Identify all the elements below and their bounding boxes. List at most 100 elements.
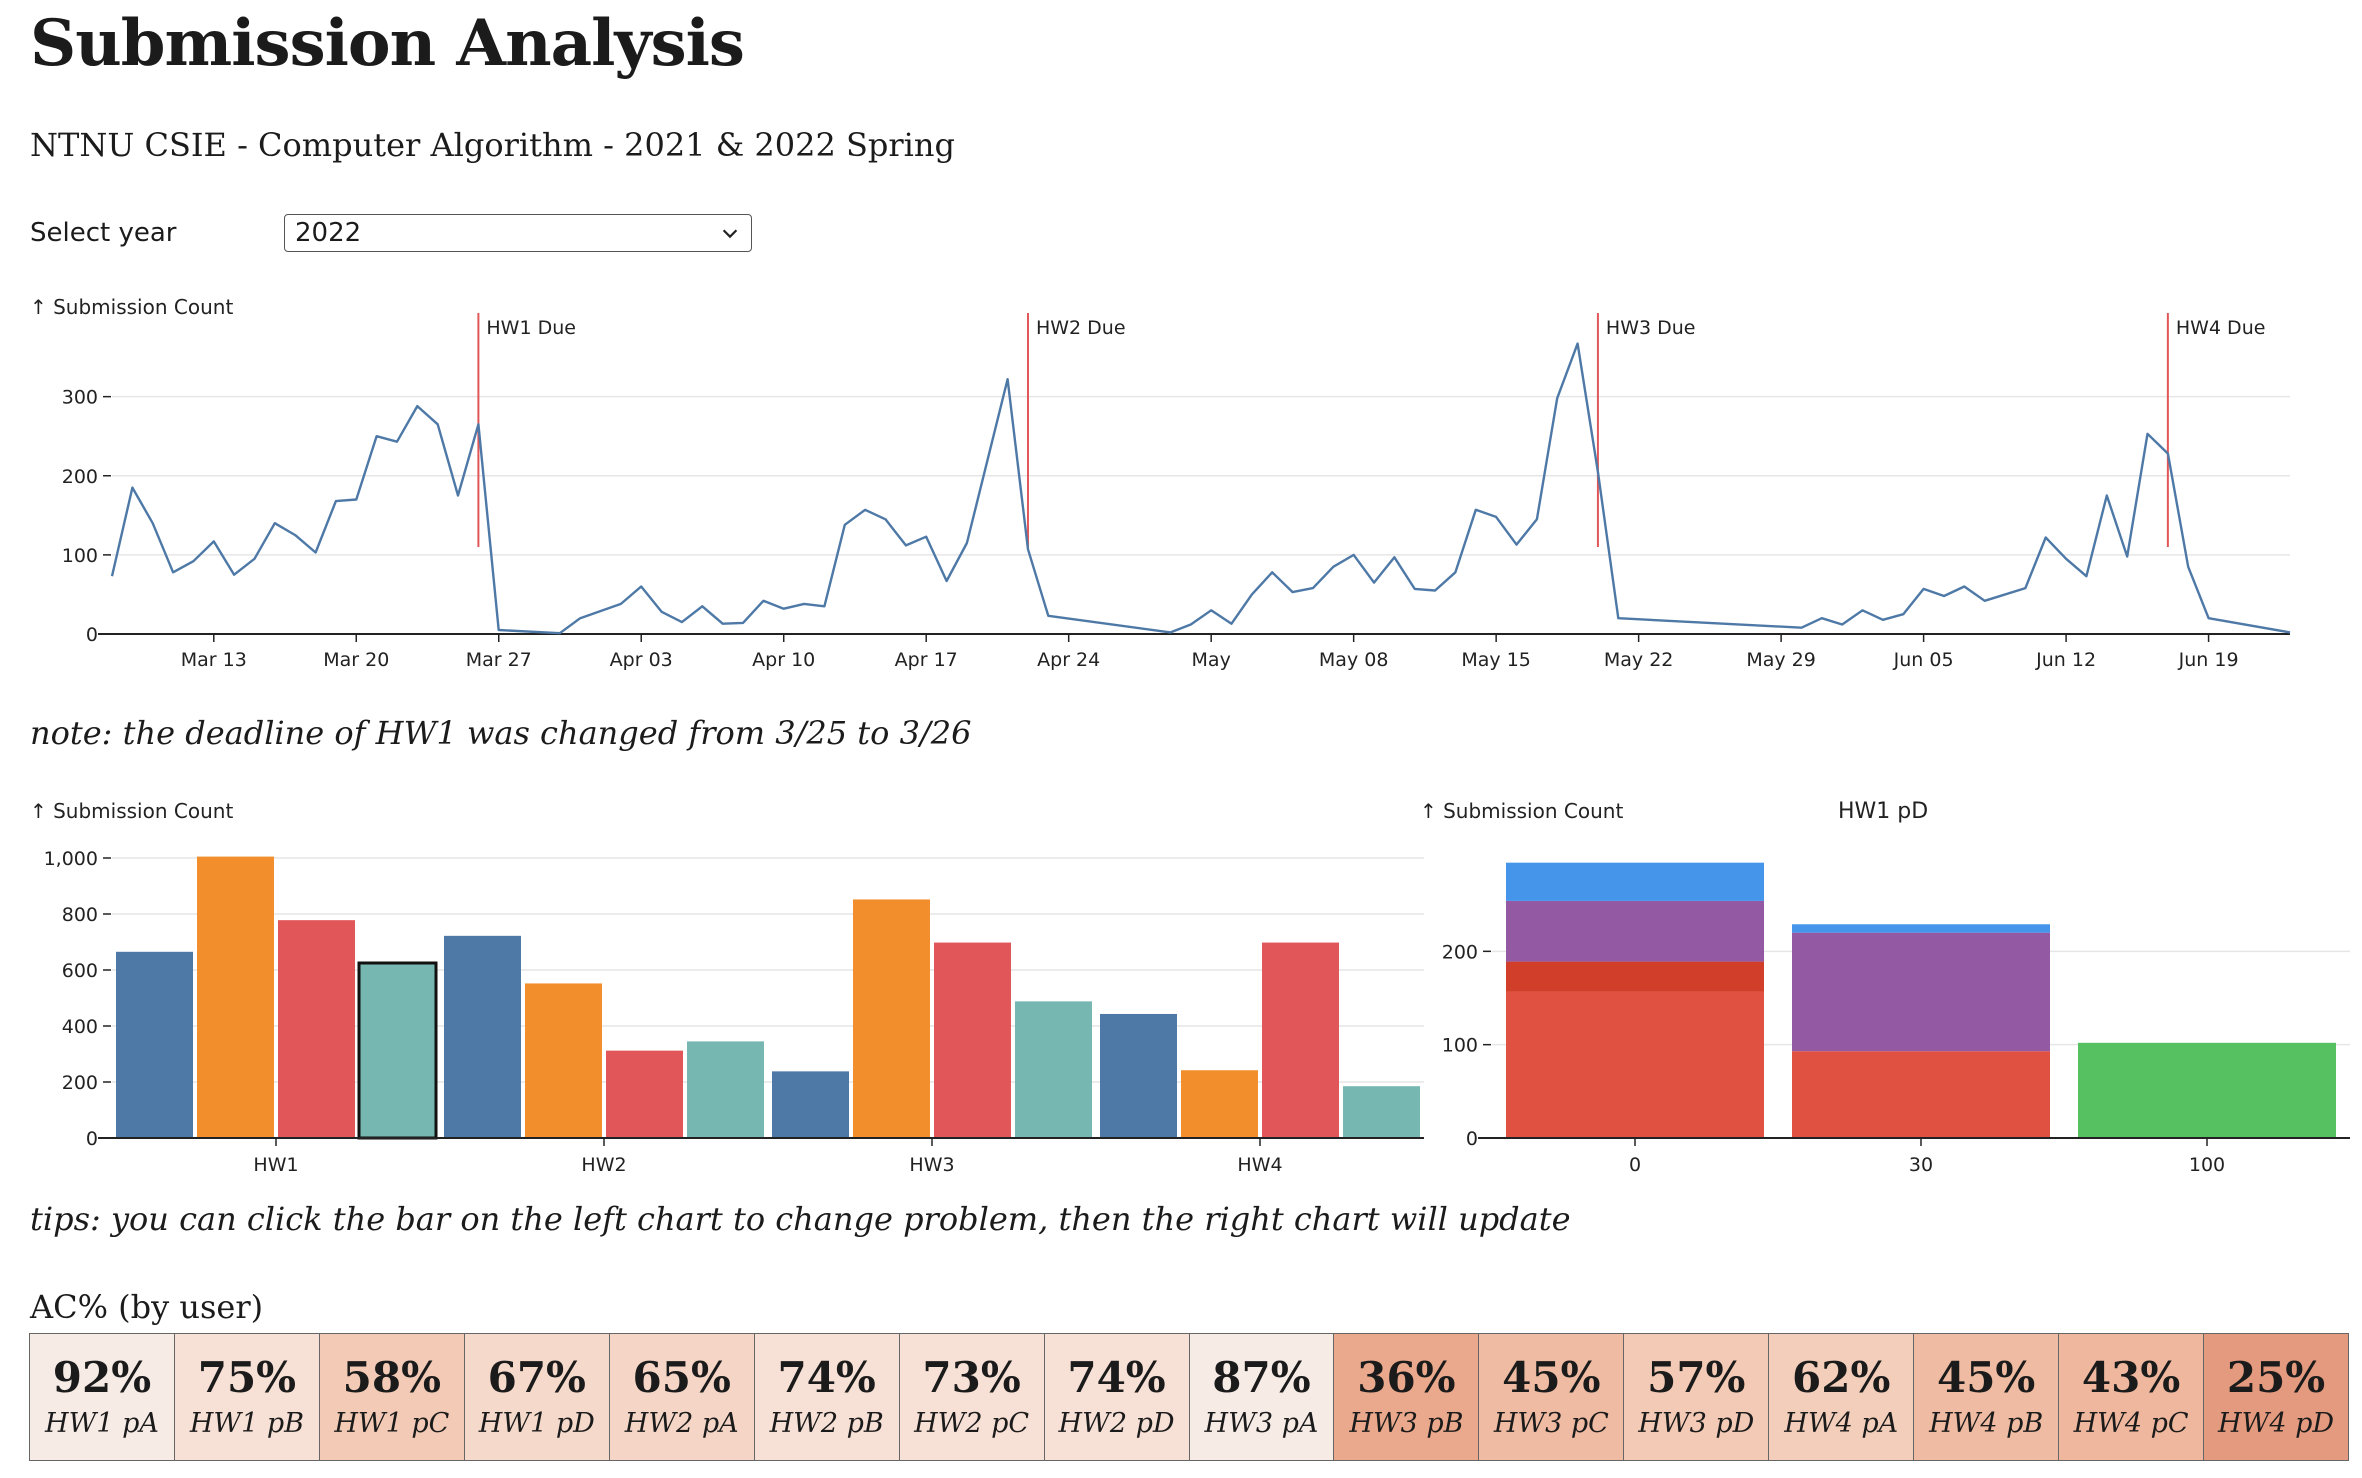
ac-problem-label: HW3 pA [1204, 1407, 1319, 1439]
bar-hw3-pa[interactable] [772, 1071, 849, 1138]
ac-value: 57% [1647, 1353, 1746, 1403]
due-label: HW3 Due [1606, 317, 1696, 339]
y-tick-label: 200 [62, 466, 98, 488]
ac-rate-table: 92% HW1 pA 75% HW1 pB 58% HW1 pC 67% HW1 pD 65% H… [29, 1333, 2349, 1461]
ac-problem-label: HW2 pB [769, 1407, 884, 1439]
daily-submission-line-chart: ↑ Submission Count 0 100 200 300 Mar 13 Mar 20… [30, 295, 2291, 671]
ac-value: 67% [487, 1353, 586, 1403]
y-tick-label: 0 [1466, 1128, 1478, 1150]
x-tick-label: Apr 10 [752, 649, 815, 671]
due-label: HW1 Due [486, 317, 576, 339]
chevron-down-icon [722, 229, 738, 239]
ac-problem-label: HW1 pB [189, 1407, 304, 1439]
x-tick-label: Apr 24 [1037, 649, 1100, 671]
bar-hw1-pd[interactable] [357, 961, 438, 1140]
page-subtitle: NTNU CSIE - Computer Algorithm - 2021 & … [30, 126, 955, 164]
ac-value: 75% [197, 1353, 297, 1403]
bar-hw4-pc[interactable] [1262, 942, 1339, 1138]
ac-cell: 57% HW3 pD [1624, 1334, 1770, 1460]
y-tick-label: 600 [62, 960, 98, 982]
submission-by-problem-bar-chart: ↑ Submission Count 0 200 400 600 800 1,000 HW1 H… [30, 799, 1424, 1176]
ac-cell: 43% HW4 pC [2059, 1334, 2205, 1460]
ac-problem-label: HW3 pD [1638, 1407, 1755, 1439]
ac-cell: 58% HW1 pC [319, 1334, 465, 1460]
year-select[interactable]: 2022 [284, 214, 752, 252]
y-tick-label: 1,000 [44, 848, 98, 870]
ac-cell: 45% HW4 pB [1914, 1334, 2060, 1460]
ac-cell: 62% HW4 pA [1769, 1334, 1915, 1460]
ac-value: 92% [52, 1353, 152, 1403]
ac-problem-label: HW4 pB [1929, 1407, 2044, 1439]
y-tick-label: 0 [86, 624, 98, 646]
stack-segment-30-3 [1792, 924, 2050, 933]
ac-value: 45% [1936, 1353, 2036, 1403]
ac-cell: 74% HW2 pD [1044, 1334, 1190, 1460]
ac-problem-label: HW1 pD [478, 1407, 595, 1439]
page-title: Submission Analysis [30, 6, 745, 81]
bar-hw3-pc[interactable] [934, 942, 1011, 1138]
bar-hw4-pd[interactable] [1343, 1086, 1420, 1138]
x-tick-label: Mar 13 [181, 649, 247, 671]
ac-value: 62% [1792, 1353, 1891, 1403]
ac-value: 73% [922, 1353, 1021, 1403]
y-axis-label: ↑ Submission Count [30, 295, 233, 319]
ac-cell: 92% HW1 pA [30, 1334, 175, 1460]
ac-problem-label: HW1 pC [334, 1407, 450, 1439]
due-label: HW4 Due [2176, 317, 2266, 339]
x-tick-label: May 29 [1746, 649, 1816, 671]
ac-problem-label: HW4 pD [2218, 1407, 2335, 1439]
y-tick-label: 200 [1442, 941, 1478, 963]
ac-problem-label: HW1 pA [45, 1407, 159, 1439]
ac-cell: 67% HW1 pD [464, 1334, 610, 1460]
x-tick-label: Apr 17 [895, 649, 958, 671]
x-tick-label: HW3 [909, 1154, 954, 1176]
problem-score-stacked-bar-chart: ↑ Submission Count HW1 pD 0 100 200 0 30 100 [1420, 799, 2350, 1176]
ac-value: 43% [2081, 1353, 2181, 1403]
x-tick-label: May 08 [1319, 649, 1389, 671]
stack-segment-30-2 [1792, 932, 2050, 1052]
x-tick-label: Jun 05 [1893, 649, 1954, 671]
ac-value: 74% [1067, 1353, 1166, 1403]
x-tick-label: Apr 03 [610, 649, 673, 671]
x-tick-label: 30 [1909, 1154, 1933, 1176]
x-tick-label: 0 [1629, 1154, 1641, 1176]
stack-segment-100-4 [2078, 1042, 2336, 1138]
y-axis-label: ↑ Submission Count [1420, 799, 1623, 823]
ac-value: 74% [777, 1353, 876, 1403]
ac-cell: 75% HW1 pB [174, 1334, 320, 1460]
ac-value: 25% [2226, 1353, 2326, 1403]
x-tick-label: HW4 [1237, 1154, 1282, 1176]
stack-segment-0-3 [1506, 862, 1764, 901]
bar-hw2-pd[interactable] [687, 1041, 764, 1138]
bar-hw4-pa[interactable] [1100, 1013, 1177, 1138]
stack-segment-0-1 [1506, 961, 1764, 992]
x-tick-label: Mar 20 [323, 649, 389, 671]
bar-hw1-pb[interactable] [197, 856, 274, 1138]
y-tick-label: 200 [62, 1072, 98, 1094]
bar-hw2-pc[interactable] [606, 1050, 683, 1138]
x-tick-label: HW2 [581, 1154, 626, 1176]
year-select-value: 2022 [295, 218, 362, 248]
x-tick-label: HW1 [253, 1154, 298, 1176]
x-tick-label: May 15 [1461, 649, 1531, 671]
bar-hw4-pb[interactable] [1181, 1070, 1258, 1138]
x-tick-label: Jun 12 [2035, 649, 2096, 671]
ac-table-title: AC% (by user) [30, 1288, 264, 1326]
ac-problem-label: HW4 pC [2073, 1407, 2189, 1439]
bar-hw3-pb[interactable] [853, 899, 930, 1138]
bar-hw3-pd[interactable] [1015, 1001, 1092, 1138]
bar-hw1-pa[interactable] [116, 951, 193, 1138]
ac-cell: 74% HW2 pB [754, 1334, 900, 1460]
stack-segment-30-0 [1792, 1051, 2050, 1138]
ac-problem-label: HW3 pB [1349, 1407, 1464, 1439]
stack-segment-0-0 [1506, 991, 1764, 1138]
x-tick-label: Mar 27 [466, 649, 532, 671]
bar-hw2-pb[interactable] [525, 983, 602, 1138]
bar-hw1-pc[interactable] [278, 920, 355, 1138]
bar-hw2-pa[interactable] [444, 935, 521, 1138]
ac-problem-label: HW2 pA [624, 1407, 739, 1439]
tips-note: tips: you can click the bar on the left … [30, 1200, 1571, 1238]
y-tick-label: 800 [62, 904, 98, 926]
year-select-label: Select year [30, 218, 177, 248]
ac-problem-label: HW4 pA [1784, 1407, 1899, 1439]
